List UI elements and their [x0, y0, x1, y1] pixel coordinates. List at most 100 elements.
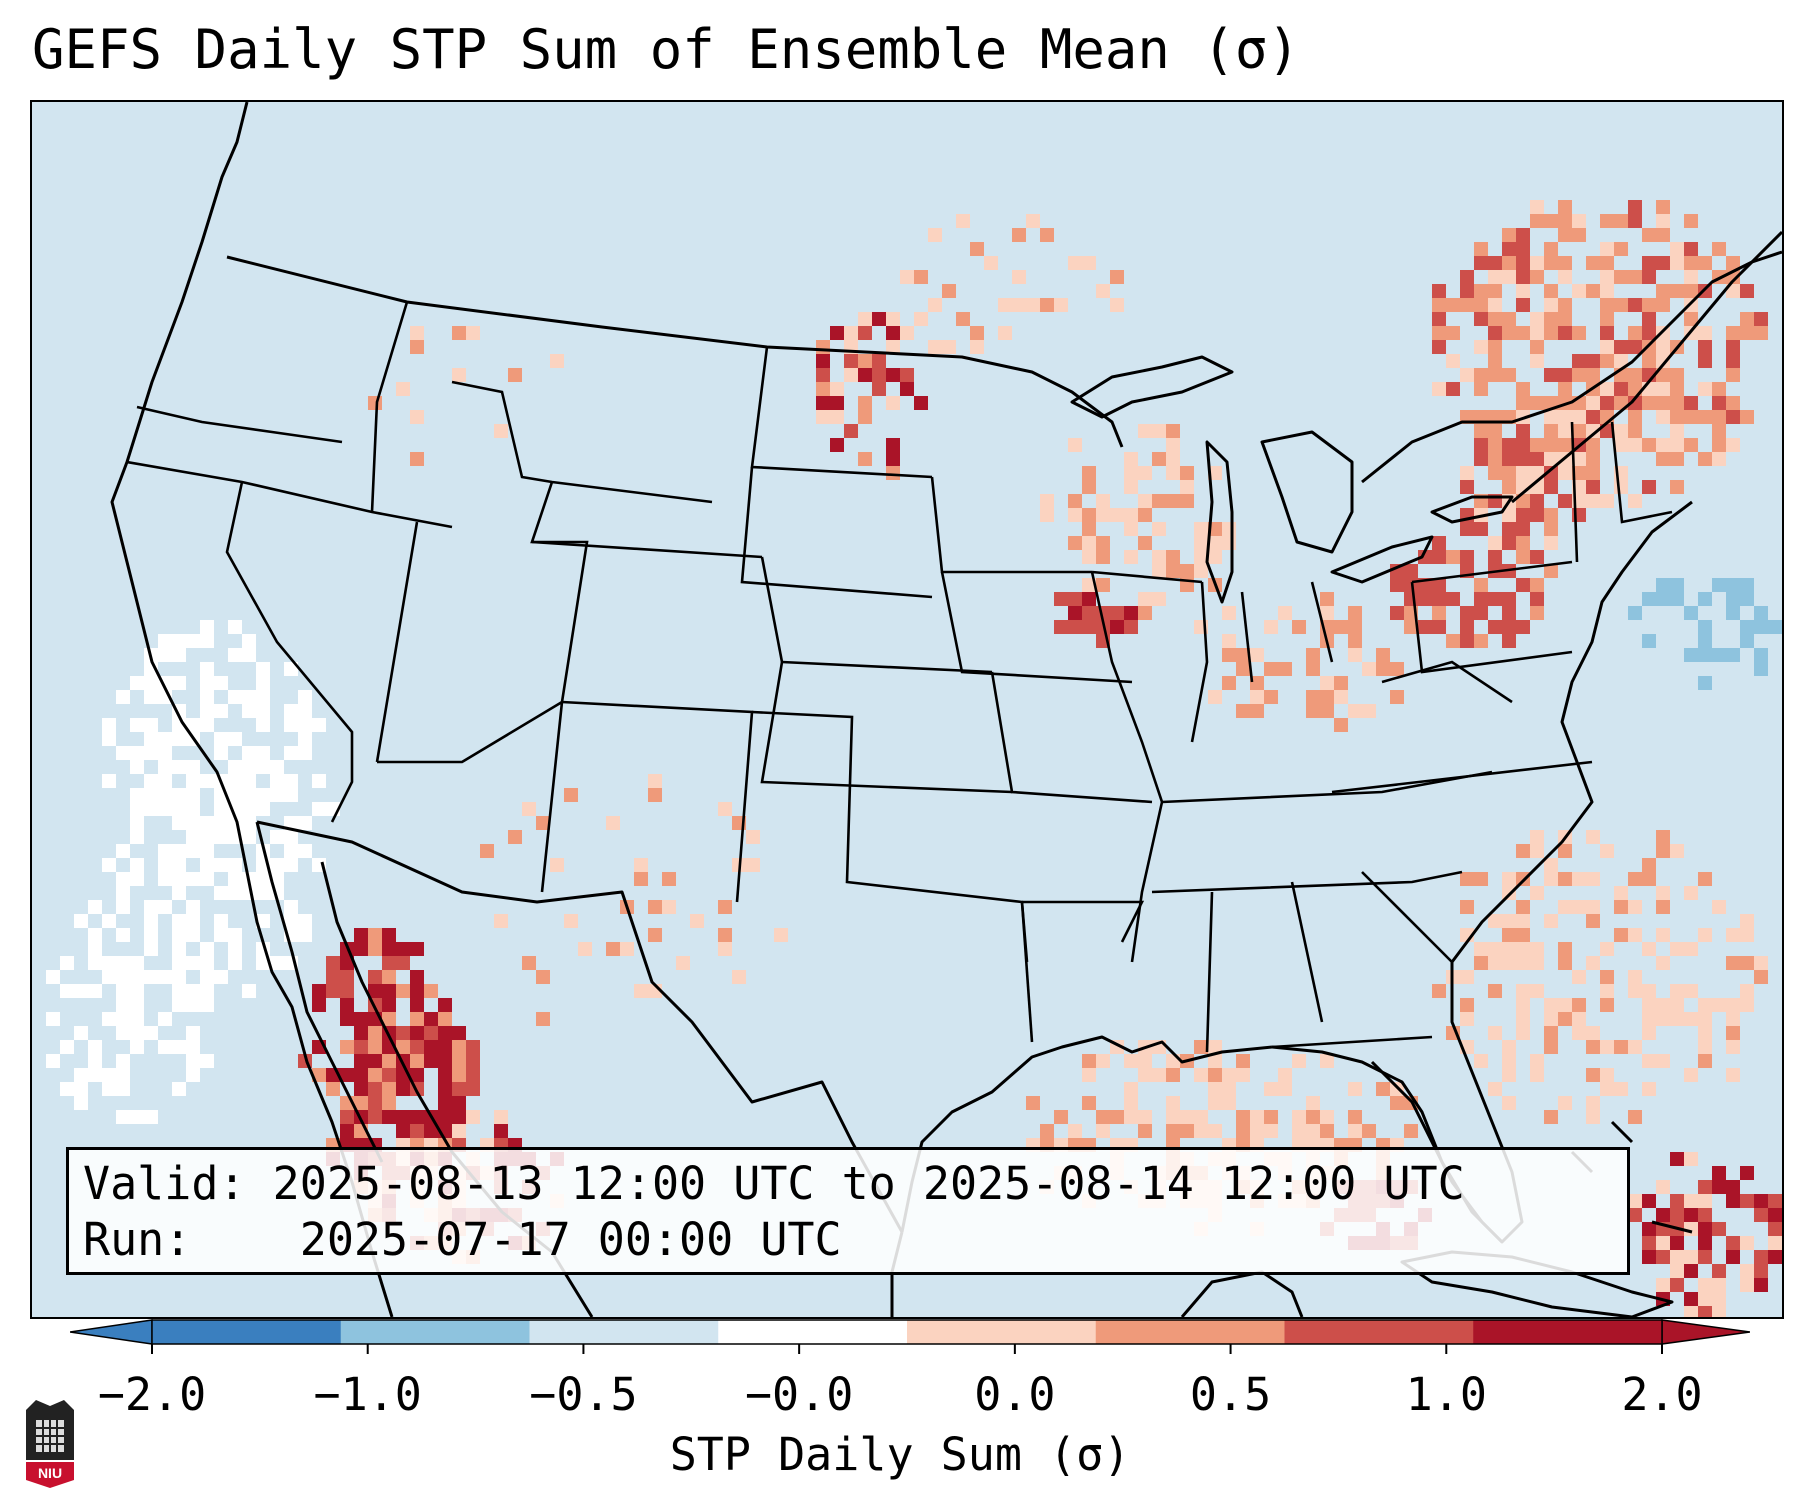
field-cell-white	[270, 788, 284, 802]
field-cell-red	[1502, 522, 1516, 536]
field-cell-red	[1628, 214, 1642, 228]
field-cell-red	[424, 1026, 438, 1040]
field-cell-white	[270, 956, 284, 970]
field-cell-lightred	[914, 396, 928, 410]
field-cell-white	[200, 970, 214, 984]
field-cell-lightred	[1166, 1124, 1180, 1138]
field-cell-red	[1586, 284, 1600, 298]
field-cell-red	[1670, 256, 1684, 270]
field-cell-red	[1446, 326, 1460, 340]
field-cell-red	[1572, 326, 1586, 340]
field-cell-red	[1082, 620, 1096, 634]
field-cell-lightred	[1040, 494, 1054, 508]
field-cell-red	[1684, 284, 1698, 298]
field-cell-white	[186, 900, 200, 914]
field-cell-white	[228, 774, 242, 788]
field-cell-red	[1488, 312, 1502, 326]
field-cell-lightred	[1376, 1082, 1390, 1096]
field-cell-lightred	[1082, 1054, 1096, 1068]
field-cell-lightred	[1348, 620, 1362, 634]
field-cell-lightred	[1320, 606, 1334, 620]
field-cell-red	[368, 970, 382, 984]
field-cell-red	[1572, 410, 1586, 424]
field-cell-red	[1628, 1208, 1642, 1222]
field-cell-red	[1488, 438, 1502, 452]
field-cell-red	[1516, 298, 1530, 312]
field-cell-lightred	[1194, 550, 1208, 564]
field-cell-lightred	[1152, 494, 1166, 508]
field-cell-white	[200, 676, 214, 690]
field-cell-white	[200, 844, 214, 858]
field-cell-lightred	[606, 816, 620, 830]
field-cell-lightred	[1642, 858, 1656, 872]
field-cell-lightred	[858, 452, 872, 466]
field-cell-lightred	[928, 228, 942, 242]
field-cell-red	[1488, 284, 1502, 298]
field-cell-white	[298, 690, 312, 704]
field-cell-lightred	[1558, 1096, 1572, 1110]
field-cell-red	[1698, 326, 1712, 340]
field-cell-white	[74, 1096, 88, 1110]
field-cell-lightred	[900, 368, 914, 382]
field-cell-red	[326, 970, 340, 984]
field-cell-lightred	[1670, 844, 1684, 858]
field-cell-red	[1460, 606, 1474, 620]
field-cell-lightred	[494, 914, 508, 928]
field-cell-blue	[1726, 578, 1740, 592]
field-cell-red	[1768, 1194, 1782, 1208]
field-cell-lightred	[886, 368, 900, 382]
field-cell-white	[284, 718, 298, 732]
field-cell-white	[46, 1054, 60, 1068]
field-cell-white	[144, 928, 158, 942]
field-cell-lightred	[1138, 592, 1152, 606]
field-cell-lightred	[1250, 1124, 1264, 1138]
field-cell-red	[1558, 368, 1572, 382]
field-cell-lightred	[1656, 886, 1670, 900]
field-cell-red	[1656, 368, 1670, 382]
field-cell-red	[1754, 1264, 1768, 1278]
field-cell-red	[1628, 270, 1642, 284]
field-cell-red	[1432, 550, 1446, 564]
field-cell-red	[1516, 550, 1530, 564]
field-cell-white	[74, 1082, 88, 1096]
field-cell-white	[256, 886, 270, 900]
field-cell-white	[144, 690, 158, 704]
field-cell-red	[1530, 550, 1544, 564]
field-cell-lightred	[1488, 984, 1502, 998]
field-cell-red	[1530, 606, 1544, 620]
field-cell-red	[1642, 1222, 1656, 1236]
field-cell-white	[298, 704, 312, 718]
field-cell-red	[354, 1082, 368, 1096]
field-cell-lightred	[816, 382, 830, 396]
field-cell-red	[1600, 242, 1614, 256]
field-cell-red	[1670, 1194, 1684, 1208]
field-cell-red	[1432, 578, 1446, 592]
field-cell-red	[438, 1068, 452, 1082]
field-cell-red	[1572, 452, 1586, 466]
ok-tx-border	[751, 710, 1029, 963]
field-cell-red	[1474, 256, 1488, 270]
field-cell-red	[1656, 438, 1670, 452]
field-cell-lightred	[1558, 998, 1572, 1012]
az-nm-border	[377, 700, 564, 893]
field-cell-white	[186, 1068, 200, 1082]
field-cell-lightred	[1250, 704, 1264, 718]
field-cell-lightred	[1572, 1026, 1586, 1040]
field-cell-red	[1516, 522, 1530, 536]
field-cell-red	[1586, 466, 1600, 480]
field-cell-lightred	[1572, 970, 1586, 984]
field-cell-red	[1670, 396, 1684, 410]
field-cell-lightred	[718, 802, 732, 816]
field-cell-white	[144, 774, 158, 788]
field-cell-red	[368, 1054, 382, 1068]
field-cell-red	[438, 1110, 452, 1124]
field-cell-blue	[1698, 634, 1712, 648]
field-cell-red	[1488, 354, 1502, 368]
mn-ia-border	[930, 476, 1092, 574]
field-cell-lightred	[1740, 984, 1754, 998]
field-cell-lightred	[998, 298, 1012, 312]
field-cell-lightred	[942, 340, 956, 354]
field-cell-white	[186, 718, 200, 732]
field-cell-lightred	[1628, 900, 1642, 914]
field-cell-red	[1670, 438, 1684, 452]
